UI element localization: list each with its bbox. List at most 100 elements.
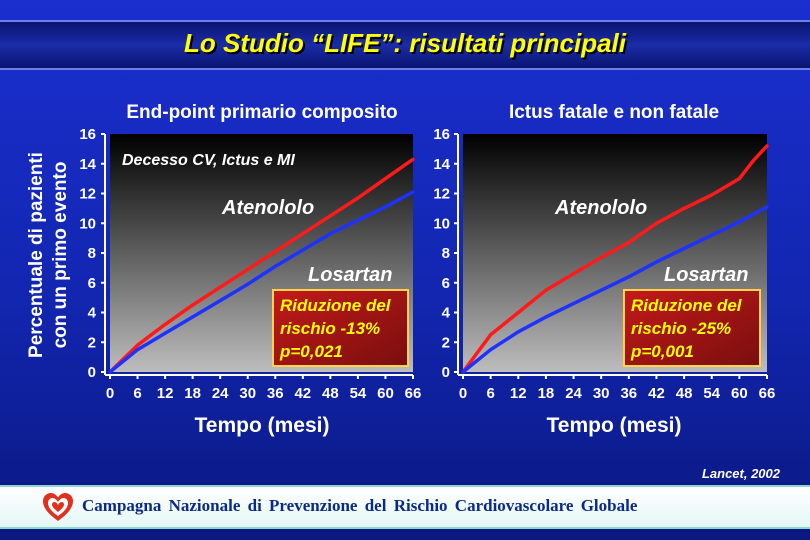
data-point-atenololo	[273, 249, 277, 254]
x-tick-label: 42	[648, 385, 665, 402]
chart-panel-right: Ictus fatale e non fatale 02468101214160…	[433, 102, 775, 437]
x-tick-label: 6	[133, 385, 141, 402]
x-tick-label: 6	[486, 385, 494, 402]
x-tick-label: 60	[377, 385, 394, 402]
x-tick-label: 54	[703, 385, 720, 402]
citation: Lancet, 2002	[701, 466, 780, 481]
series-group-left	[108, 157, 415, 374]
x-tick-label: 24	[212, 385, 229, 402]
y-tick-label: 16	[79, 126, 96, 143]
data-point-losartan	[489, 348, 493, 352]
x-tick-label: 30	[239, 385, 256, 402]
series-line-atenololo	[108, 157, 415, 374]
x-tick-label: 48	[322, 385, 339, 402]
x-tick-label: 0	[459, 385, 467, 402]
data-point-losartan	[411, 190, 415, 194]
x-tick-label: 24	[565, 385, 582, 402]
data-point-atenololo	[218, 285, 222, 289]
data-point-atenololo	[544, 288, 548, 292]
data-point-losartan	[328, 232, 332, 236]
x-tick-label: 66	[759, 385, 776, 402]
annotation-left: Decesso CV, Ictus e MI	[122, 152, 295, 169]
x-tick-label: 12	[157, 385, 174, 402]
y-tick-label: 6	[442, 275, 450, 292]
x-axis-label-right: Tempo (mesi)	[547, 414, 682, 437]
y-tick-label: 4	[88, 305, 97, 322]
data-point-losartan	[163, 331, 167, 335]
data-point-atenololo	[246, 267, 250, 271]
box-left-line3: p=0,021	[279, 342, 343, 361]
y-tick-label: 6	[88, 275, 96, 292]
data-point-atenololo	[627, 241, 631, 245]
data-point-atenololo	[737, 177, 742, 181]
data-point-losartan	[135, 348, 140, 352]
data-point-atenololo	[411, 157, 415, 161]
data-point-atenololo	[489, 333, 493, 337]
y-tick-label: 8	[442, 245, 450, 262]
series-line-losartan	[108, 190, 414, 374]
data-point-atenololo	[751, 159, 755, 163]
data-point-losartan	[571, 302, 576, 306]
x-tick-label: 18	[538, 385, 555, 402]
box-right-line3: p=0,001	[630, 342, 694, 361]
series-label-losartan-left: Losartan	[308, 264, 392, 286]
data-point-atenololo	[301, 232, 305, 236]
x-tick-label: 48	[676, 385, 693, 402]
x-tick-label: 42	[294, 385, 311, 402]
y-tick-label: 12	[79, 186, 96, 203]
data-point-losartan	[654, 260, 659, 264]
x-tick-label: 0	[106, 385, 114, 402]
y-tick-label: 16	[433, 126, 450, 143]
series-label-losartan-right: Losartan	[664, 264, 748, 286]
y-tick-label: 2	[442, 334, 450, 351]
y-tick-label: 10	[433, 215, 450, 232]
data-point-atenololo	[710, 193, 714, 197]
y-tick-label: 14	[433, 156, 450, 173]
x-tick-label: 36	[620, 385, 637, 402]
x-tick-label: 60	[731, 385, 748, 402]
footer-banner: Campagna Nazionale di Prevenzione del Ri…	[0, 485, 810, 529]
y-tick-label: 4	[442, 305, 451, 322]
data-point-atenololo	[383, 177, 388, 181]
data-point-atenololo	[516, 310, 520, 315]
data-point-losartan	[710, 233, 714, 237]
data-point-losartan	[765, 205, 769, 209]
panel-title-right: Ictus fatale e non fatale	[509, 102, 719, 123]
x-tick-label: 30	[593, 385, 610, 402]
title-bar: Lo Studio “LIFE”: risultati principali	[0, 20, 810, 70]
y-axis-label-line2: con un primo evento	[50, 162, 71, 349]
data-point-losartan	[218, 299, 222, 303]
data-point-losartan	[356, 218, 360, 222]
box-right-line2: rischio -25%	[631, 319, 731, 338]
data-point-atenololo	[328, 214, 332, 218]
panel-title-left: End-point primario composito	[126, 102, 397, 123]
data-point-losartan	[516, 330, 520, 334]
series-group-right	[461, 144, 769, 374]
y-tick-label: 12	[433, 186, 450, 203]
data-point-atenololo	[356, 196, 360, 200]
data-point-atenololo	[654, 221, 659, 225]
data-point-atenololo	[765, 144, 769, 148]
series-line-losartan	[461, 205, 768, 374]
data-point-losartan	[682, 246, 686, 251]
x-tick-label: 12	[510, 385, 527, 402]
y-tick-label: 10	[79, 215, 96, 232]
y-axis-label-line1: Percentuale di pazienti	[26, 152, 47, 358]
y-tick-label: 8	[88, 245, 96, 262]
slide-title: Lo Studio “LIFE”: risultati principali	[184, 28, 626, 58]
data-point-losartan	[627, 275, 631, 279]
x-axis-label-left: Tempo (mesi)	[195, 414, 330, 437]
data-point-losartan	[599, 288, 603, 292]
data-point-atenololo	[571, 272, 576, 276]
data-point-losartan	[191, 315, 195, 319]
footer-text: Campagna Nazionale di Prevenzione del Ri…	[82, 496, 638, 515]
data-point-atenololo	[163, 322, 167, 326]
x-tick-label: 66	[405, 385, 422, 402]
data-point-losartan	[108, 370, 112, 374]
x-tick-label: 18	[184, 385, 201, 402]
data-point-losartan	[383, 205, 388, 209]
risk-reduction-box-left: Riduzione del rischio -13% p=0,021	[272, 289, 409, 367]
